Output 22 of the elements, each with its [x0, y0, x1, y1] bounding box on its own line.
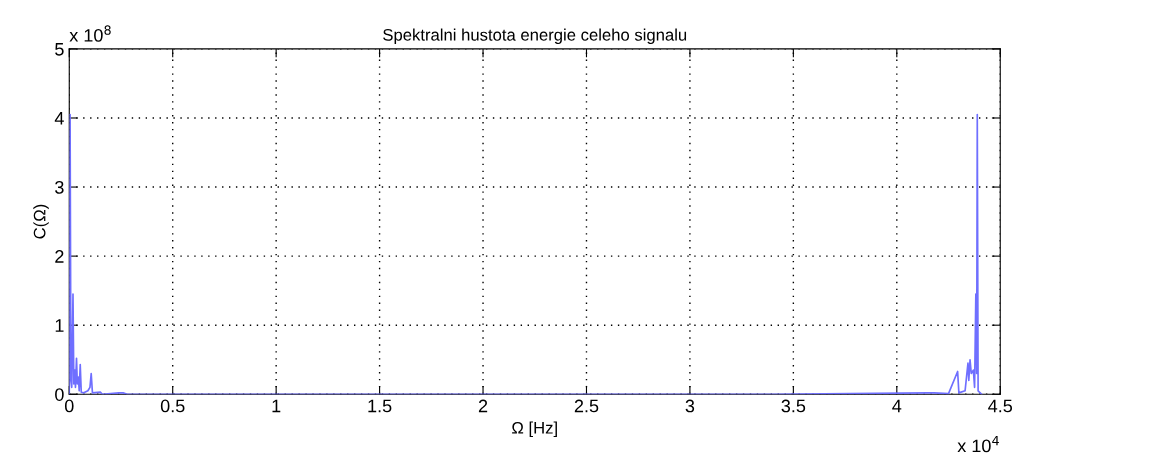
x-tick-label: 3: [685, 399, 695, 413]
x-tick-label: 0: [64, 399, 74, 413]
x-tick-label: 0.5: [160, 399, 185, 413]
x-tick-label: 2.5: [574, 399, 599, 413]
x-tick-label: 1.5: [368, 399, 392, 413]
y-axis-title: C(Ω): [33, 204, 49, 239]
x-axis-title: Ω [Hz]: [512, 421, 557, 438]
text: x 10$^{8}$: [69, 25, 111, 42]
x-tick-label: 4.5: [988, 399, 1013, 413]
x-tick-label: 4: [892, 399, 902, 413]
text: x 10$^{4}$: [957, 435, 999, 453]
line-series: [69, 113, 983, 395]
y-tick-label: 5: [55, 43, 64, 56]
y-tick-label: 0: [55, 388, 64, 401]
chart-title: Spektralni hustota energie celeho signalu: [383, 28, 687, 45]
x-tick-label: 3.5: [781, 399, 806, 413]
x-tick-label: 2: [478, 399, 488, 413]
y-tick-label: 4: [54, 112, 64, 125]
x-tick-label: 1: [272, 399, 281, 413]
y-tick-label: 1: [55, 319, 64, 332]
y-tick-label: 3: [55, 180, 64, 194]
y-tick-label: 2: [55, 250, 64, 263]
